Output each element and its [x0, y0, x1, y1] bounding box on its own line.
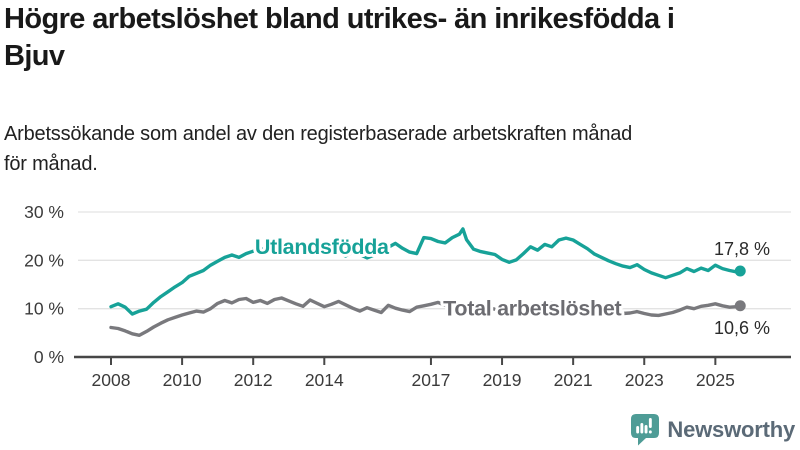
- y-tick-label: 30 %: [24, 202, 64, 222]
- line-utlandsf-dda: [109, 227, 742, 316]
- x-tick-label: 2008: [92, 370, 131, 390]
- series-label: Total arbetslöshet: [443, 296, 621, 320]
- series-label: Utlandsfödda: [255, 235, 390, 259]
- page-title-line1: Högre arbetslöshet bland utrikes- än inr…: [4, 3, 675, 35]
- chart-subtitle-line1: Arbetssökande som andel av den registerb…: [4, 123, 633, 145]
- chart-subtitle-line2: för månad.: [4, 153, 98, 175]
- x-tick-label: 2021: [554, 370, 593, 390]
- end-value-label: 17,8 %: [714, 239, 770, 259]
- page-title-line2: Bjuv: [4, 40, 65, 72]
- y-tick-label: 20 %: [24, 250, 64, 270]
- newsworthy-logo: Newsworthy: [630, 413, 795, 446]
- x-tick-label: 2019: [483, 370, 522, 390]
- brand-name: Newsworthy: [667, 416, 795, 442]
- x-tick-label: 2017: [411, 370, 450, 390]
- y-tick-label: 0 %: [34, 347, 64, 367]
- end-dot: [734, 300, 746, 312]
- line-total-arbetsl-shet: [109, 296, 742, 337]
- end-dot: [734, 265, 746, 277]
- x-tick-label: 2023: [625, 370, 664, 390]
- x-tick-label: 2025: [696, 370, 735, 390]
- x-tick-label: 2014: [305, 370, 344, 390]
- x-tick-label: 2010: [163, 370, 202, 390]
- y-tick-label: 10 %: [24, 299, 64, 319]
- page-title: Högre arbetslöshet bland utrikes- än inr…: [4, 1, 798, 75]
- x-tick-label: 2012: [234, 370, 273, 390]
- chart-subtitle: Arbetssökande som andel av den registerb…: [4, 119, 798, 179]
- newsworthy-bubble-bar-chart-icon: [631, 414, 660, 446]
- end-value-label: 10,6 %: [714, 318, 770, 338]
